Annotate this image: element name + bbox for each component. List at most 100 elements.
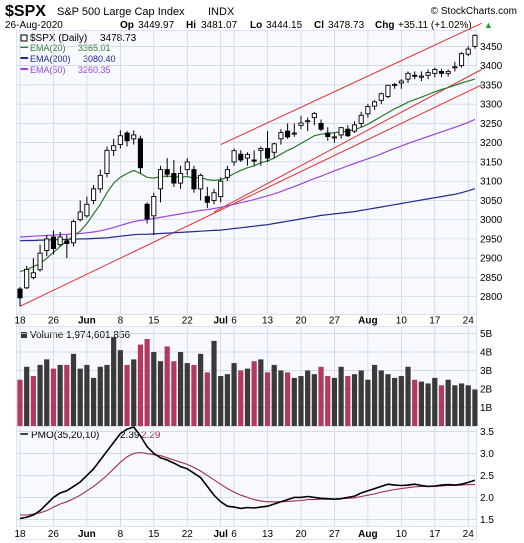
volume-bar <box>258 359 264 426</box>
date-tick-label: Jun <box>78 529 96 540</box>
candle-body <box>458 53 465 67</box>
candle-body <box>57 236 63 246</box>
ema200-line <box>19 188 476 242</box>
volume-bar <box>438 385 445 426</box>
date-tick-label: Jun <box>78 316 96 327</box>
date-tick-label: 10 <box>396 316 408 327</box>
pmo-legend: PMO(35,20,10) 2.39 2.29 <box>20 430 161 441</box>
candle-body <box>338 127 344 136</box>
volume-bar <box>452 385 458 426</box>
volume-bar <box>331 377 338 426</box>
candle-body <box>452 66 458 69</box>
volume-bar <box>157 361 164 426</box>
candle-body <box>24 268 30 289</box>
candle-body <box>398 80 404 84</box>
legend-swatch-price <box>20 34 28 42</box>
price-tick-label: 2800 <box>480 292 503 303</box>
date-tick-label: 26 <box>48 529 60 540</box>
candle-body <box>131 134 137 140</box>
date-tick-label: 15 <box>148 316 160 327</box>
candle-body <box>244 154 251 159</box>
volume-bar <box>405 366 411 426</box>
candle-body <box>425 72 431 76</box>
volume-bar <box>37 364 43 426</box>
volume-bar <box>184 363 190 426</box>
volume-bar <box>392 377 398 426</box>
price-tick-label: 3300 <box>480 100 503 111</box>
candle-body <box>224 169 230 178</box>
volume-bar <box>365 379 371 426</box>
date-tick-label: 17 <box>429 529 441 540</box>
price-tick-label: 3350 <box>480 80 503 91</box>
candle-body <box>17 288 23 299</box>
candle-body <box>44 238 50 251</box>
symbol-title: $SPX <box>5 3 46 20</box>
open-value: 3449.97 <box>138 20 175 31</box>
volume-bar <box>164 346 170 426</box>
candle-body <box>331 136 337 139</box>
candle-body <box>238 153 244 161</box>
candle-body <box>104 149 110 174</box>
volume-bar <box>291 377 297 426</box>
legend-ema50-value: 3260.35 <box>78 65 111 75</box>
date-tick-label: 20 <box>295 316 307 327</box>
price-tick-label: 3150 <box>480 157 503 168</box>
volume-bar <box>358 370 364 426</box>
candle-body <box>418 75 424 78</box>
date-tick-label: 8 <box>118 529 124 540</box>
price-tick-label: 3100 <box>480 177 503 188</box>
date-tick-label: 24 <box>463 316 475 327</box>
pmo-tick-label: 2.0 <box>480 493 494 504</box>
candle-body <box>171 173 177 184</box>
volume-bar <box>224 374 230 426</box>
candle-body <box>144 203 150 220</box>
volume-bar <box>198 353 204 426</box>
date-tick-label: Jul <box>213 529 228 540</box>
volume-bar <box>137 344 144 426</box>
candle-body <box>345 128 351 137</box>
volume-bar <box>244 368 251 426</box>
candle-body <box>151 196 157 217</box>
low-value: 3444.15 <box>266 20 303 31</box>
candle-body <box>30 272 36 278</box>
candle-body <box>117 135 123 146</box>
volume-bar <box>30 376 36 426</box>
candle-body <box>137 138 143 169</box>
volume-bar <box>305 370 311 426</box>
candle-body <box>204 196 210 203</box>
volume-bar <box>298 376 304 426</box>
volume-bar <box>117 350 123 426</box>
candle-body <box>178 173 184 184</box>
chart-marks: 2800 2850 2900 2950 3000 3050 3100 3150 3200 3250… <box>14 22 503 540</box>
close-value: 3478.73 <box>328 20 365 31</box>
candle-body <box>84 203 90 217</box>
watermark: © StockCharts.com <box>431 6 517 17</box>
volume-bar <box>50 368 57 426</box>
candle-body <box>472 34 478 47</box>
date-tick-label: 10 <box>396 529 408 540</box>
candle-body <box>251 159 257 162</box>
volume-bar <box>318 366 324 426</box>
candle-body <box>378 93 384 101</box>
volume-bar <box>398 376 404 426</box>
volume-bar <box>64 364 70 426</box>
date-tick-label: 6 <box>231 529 237 540</box>
volume-bar <box>371 364 378 426</box>
volume-bar <box>311 374 317 426</box>
volume-bar <box>378 370 384 426</box>
price-tick-label: 3400 <box>480 61 503 72</box>
date-tick-label: 22 <box>182 316 194 327</box>
volume-tick-label: 5B <box>480 329 493 340</box>
legend-ema20-value: 3365.01 <box>78 43 111 53</box>
change-up-arrow: ▲ <box>484 20 493 30</box>
candle-body <box>298 122 304 126</box>
candle-body <box>184 161 190 171</box>
pmo-tick-label: 3.0 <box>480 449 494 460</box>
volume-bar <box>278 370 284 426</box>
volume-bar <box>351 374 358 426</box>
volume-bar <box>264 372 271 426</box>
legend-ema200-value: 3080.40 <box>83 54 116 64</box>
candle-body <box>365 106 371 115</box>
change-label: Chg <box>375 20 394 31</box>
date-tick-label: Aug <box>358 529 377 540</box>
